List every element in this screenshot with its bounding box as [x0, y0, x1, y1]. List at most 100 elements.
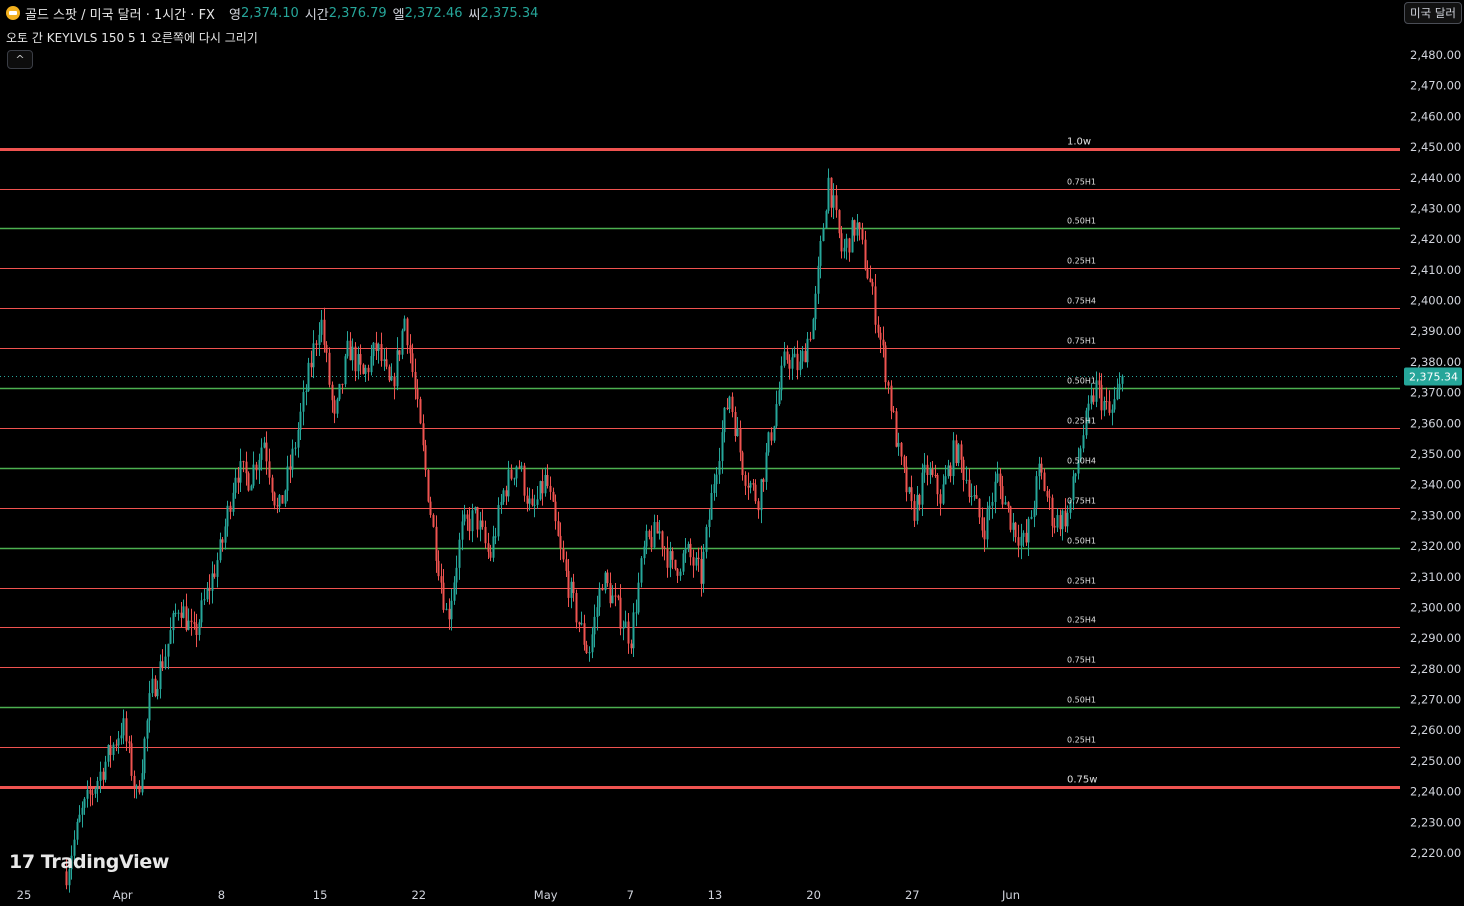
candle-body: [416, 388, 419, 400]
candle-body: [278, 495, 281, 507]
candle-body: [728, 396, 731, 409]
candle-body: [398, 350, 401, 355]
time-tick-label: 25: [17, 888, 32, 902]
candle-body: [310, 362, 313, 368]
candle-body: [692, 557, 695, 566]
candle-body: [845, 238, 848, 248]
symbol-title[interactable]: 골드 스팟 / 미국 달러 · 1시간 · FX: [25, 7, 215, 23]
candle-body: [1116, 389, 1119, 400]
candle-body: [832, 195, 835, 208]
candle-body: [697, 557, 700, 559]
candle-body: [882, 339, 885, 346]
candle-body: [1059, 515, 1062, 530]
candle-body: [749, 482, 752, 488]
candle-body: [658, 531, 661, 534]
price-tick-label: 2,340.00: [1410, 478, 1461, 492]
candle-body: [526, 495, 529, 504]
candle-body: [554, 501, 557, 522]
ohlc-high-label: 시간: [304, 7, 329, 23]
candle-body: [656, 522, 659, 534]
candle-body: [754, 484, 757, 502]
candle-body: [409, 345, 412, 354]
candle-body: [461, 521, 464, 540]
candle-body: [874, 286, 877, 325]
price-tick-label: 2,220.00: [1410, 846, 1461, 860]
time-tick-label: 13: [708, 888, 723, 902]
key-level-label: 0.75H1: [1067, 656, 1096, 665]
candle-body: [918, 494, 921, 505]
candle-body: [663, 547, 666, 549]
candle-body: [588, 652, 591, 654]
candle-body: [76, 821, 79, 840]
candle-body: [203, 599, 206, 601]
candle-body: [1121, 376, 1124, 384]
key-level-label: 0.25H1: [1067, 736, 1096, 745]
candle-body: [289, 466, 292, 470]
candle-body: [879, 332, 882, 340]
candle-body: [908, 487, 911, 493]
key-level-label: 0.25H1: [1067, 577, 1096, 586]
candle-body: [960, 444, 963, 460]
candle-body: [237, 477, 240, 483]
candle-body: [1077, 460, 1080, 474]
price-tick-label: 2,420.00: [1410, 232, 1461, 246]
candle-body: [94, 789, 97, 794]
candle-body: [903, 456, 906, 467]
candle-body: [245, 461, 248, 474]
candle-body: [427, 470, 430, 502]
candle-body: [518, 466, 521, 468]
candle-body: [617, 595, 620, 598]
candle-body: [778, 390, 781, 405]
candle-body: [757, 501, 760, 511]
candle-body: [1098, 380, 1101, 385]
candle-body: [630, 643, 633, 649]
price-tick-label: 2,390.00: [1410, 324, 1461, 338]
candle-body: [122, 718, 125, 736]
candle-body: [687, 543, 690, 549]
candle-body: [445, 608, 448, 610]
candle-body: [120, 735, 123, 739]
candle-body: [406, 318, 409, 346]
candle-body: [523, 465, 526, 496]
candle-body: [705, 527, 708, 552]
candle-body: [981, 517, 984, 531]
candle-body: [96, 780, 99, 790]
candle-body: [1064, 510, 1067, 527]
candle-body: [200, 600, 203, 623]
candle-body: [752, 482, 755, 485]
candle-body: [669, 551, 672, 568]
tradingview-logo[interactable]: 17 TradingView: [9, 849, 169, 875]
candle-body: [741, 452, 744, 476]
price-axis[interactable]: 2,480.00 2,470.00 2,460.00 2,450.00 2,440.00…: [1410, 48, 1461, 860]
currency-button[interactable]: 미국 달러: [1404, 2, 1462, 24]
candle-body: [528, 498, 531, 504]
candle-body: [700, 558, 703, 584]
candle-body: [450, 600, 453, 620]
candle-body: [252, 464, 255, 486]
candle-body: [913, 501, 916, 521]
candle-body: [1066, 512, 1069, 527]
candle-body: [858, 222, 861, 229]
candle-body: [271, 477, 274, 493]
candle-body: [396, 350, 399, 387]
candle-body: [929, 469, 932, 476]
candle-body: [484, 526, 487, 544]
candle-body: [648, 530, 651, 537]
ohlc-low-value: 2,372.46: [404, 5, 463, 21]
candle-body: [788, 359, 791, 369]
collapse-legend-button[interactable]: ^: [7, 50, 33, 69]
candle-body: [258, 459, 261, 471]
candle-body: [804, 351, 807, 363]
candle-body: [1090, 395, 1093, 404]
candle-body: [133, 775, 136, 788]
candle-body: [1053, 525, 1056, 528]
candle-body: [817, 265, 820, 294]
last-price-tag: 2,375.34: [1404, 367, 1462, 386]
time-tick-label: 8: [218, 888, 225, 902]
candle-body: [65, 871, 68, 886]
candle-body: [541, 481, 544, 494]
time-axis[interactable]: 25 Apr 8 15 22 May 7 13 20 27 Jun: [17, 888, 1020, 902]
indicator-legend[interactable]: 오토 간 KEYLVLS 150 5 1 오른쪽에 다시 그리기: [6, 31, 258, 45]
candle-body: [682, 553, 685, 572]
